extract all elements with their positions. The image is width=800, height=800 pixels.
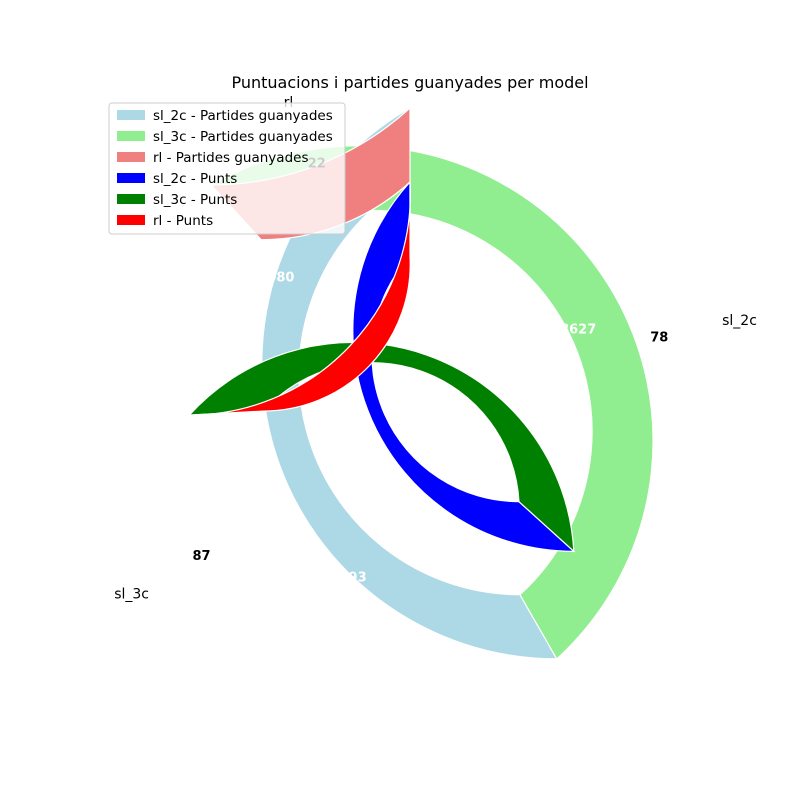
value-label-inner-sl_2c: 8627 [560,322,596,337]
inner-ring [187,180,576,553]
value-label-outer-sl_3c: 87 [192,549,210,564]
legend-swatch [117,110,145,120]
value-label-inner-rl: 6080 [258,271,294,286]
slice-inner-sl_3c [187,341,575,553]
slice-inner-rl [189,181,411,416]
chart-title: Puntuacions i partides guanyades per mod… [231,73,588,92]
slice-outer-sl_2c [261,106,558,660]
category-label-sl_3c: sl_3c [114,586,149,602]
legend-swatch [117,152,145,162]
legend-label: sl_2c - Punts [153,171,237,187]
legend-label: rl - Punts [153,213,213,229]
legend: sl_2c - Partides guanyades sl_3c - Partid… [108,102,346,235]
legend-label: sl_2c - Partides guanyades [153,108,333,124]
legend-swatch [117,131,145,141]
legend-label: rl - Partides guanyades [153,150,308,166]
legend-swatch [117,173,145,183]
legend-label: sl_3c - Punts [153,192,237,208]
value-label-outer-sl_2c: 78 [650,331,668,346]
value-label-inner-sl_3c: 8793 [330,570,366,585]
legend-swatch [117,194,145,204]
legend-swatch [117,215,145,225]
legend-label: sl_3c - Partides guanyades [153,129,333,145]
legend-frame [108,102,346,235]
category-label-sl_2c: sl_2c [722,313,757,329]
